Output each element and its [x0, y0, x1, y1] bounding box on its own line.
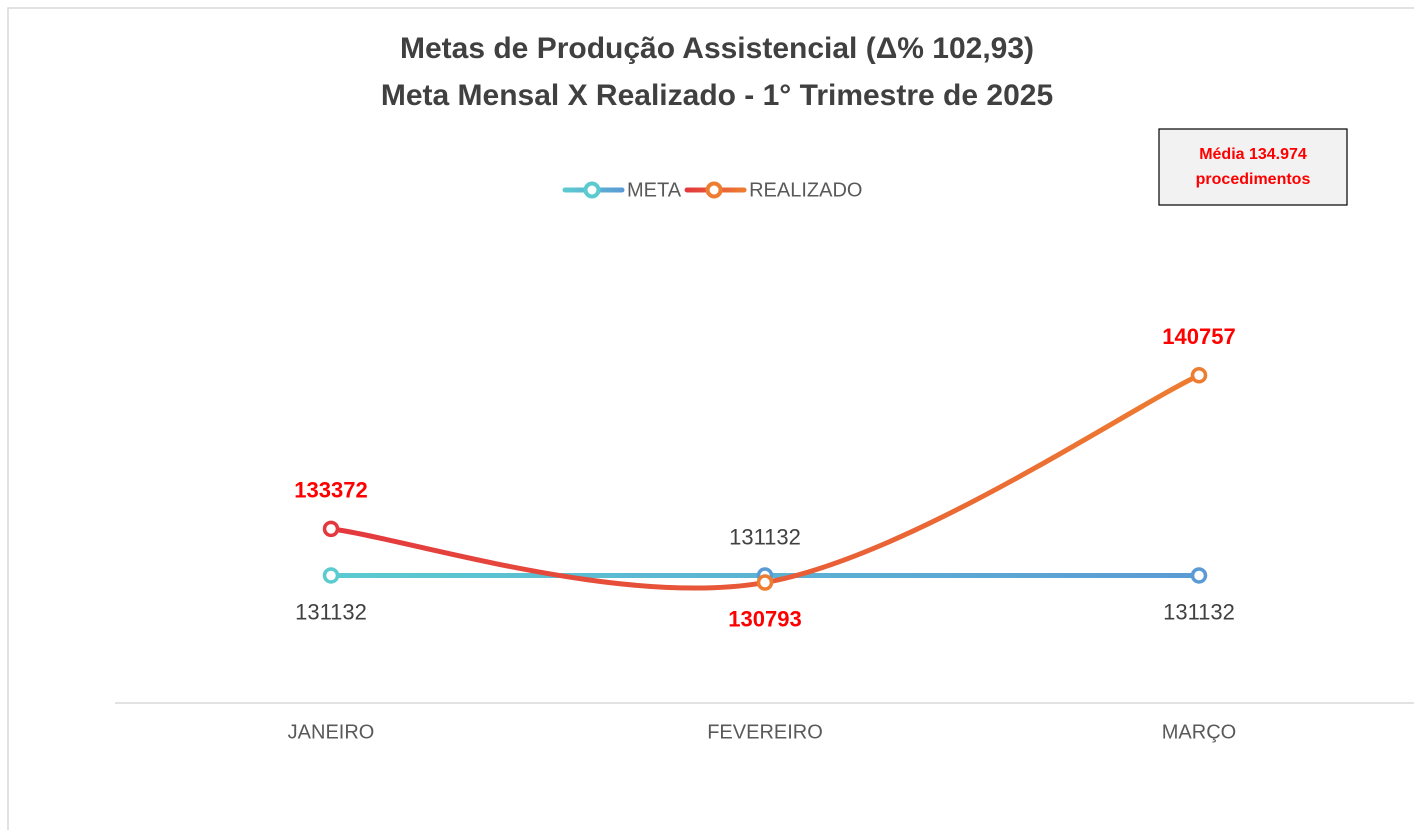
data-point — [1190, 567, 1208, 584]
data-point — [1190, 367, 1208, 384]
data-label: 131132 — [1163, 599, 1235, 624]
x-tick-label: MARÇO — [1162, 721, 1236, 743]
data-point — [756, 574, 774, 591]
legend-label: REALIZADO — [749, 179, 862, 201]
data-point — [322, 567, 340, 584]
annotation: Média 134.974 — [1199, 146, 1307, 163]
data-label: 140757 — [1162, 324, 1235, 349]
x-tick-label: FEVEREIRO — [707, 721, 823, 743]
chart-title: Metas de Produção Assistencial (Δ% 102,9… — [400, 32, 1034, 65]
legend-marker — [705, 181, 723, 199]
legend-label: META — [627, 179, 682, 201]
annotation-box — [1158, 128, 1348, 206]
data-label: 131132 — [295, 599, 367, 624]
legend-marker — [583, 181, 601, 199]
series-line — [328, 372, 1202, 591]
data-label: 131132 — [729, 524, 801, 549]
data-label: 133372 — [294, 478, 367, 503]
x-tick-label: JANEIRO — [288, 721, 375, 743]
data-label: 130793 — [728, 606, 801, 631]
data-point — [322, 520, 340, 538]
chart-subtitle: Meta Mensal X Realizado - 1° Trimestre d… — [381, 79, 1053, 112]
annotation: procedimentos — [1196, 171, 1311, 188]
chart-border — [7, 7, 1414, 830]
